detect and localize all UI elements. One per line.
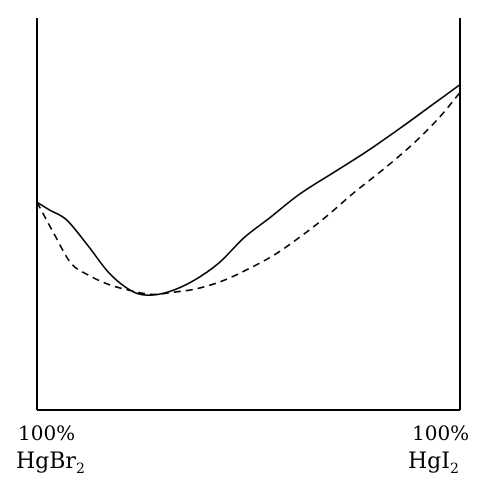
x-tick-label-left-compound: HgBr2	[16, 449, 85, 477]
series-layer	[36, 83, 461, 296]
series-line-dashed	[36, 91, 461, 296]
x-tick-label-left-percent: 100%	[18, 421, 75, 445]
left-compound-subscript: 2	[76, 461, 85, 477]
right-compound-main: HgI	[408, 449, 450, 474]
plot-frame	[36, 18, 461, 411]
x-tick-label-right-compound: HgI2	[408, 449, 459, 477]
right-compound-subscript: 2	[450, 461, 459, 477]
left-compound-main: HgBr	[16, 449, 76, 474]
series-line-solid	[36, 83, 461, 296]
x-tick-label-right-percent: 100%	[412, 421, 469, 445]
